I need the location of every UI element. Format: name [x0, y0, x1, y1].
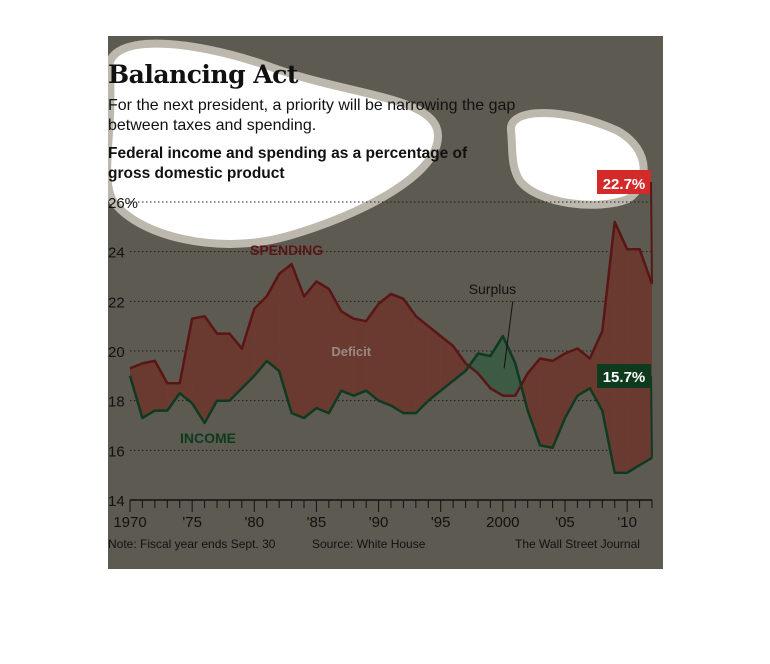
deficit-area [614, 221, 628, 473]
spending-series-label: SPENDING [250, 242, 323, 258]
income-end-badge [597, 364, 651, 388]
deficit-area [602, 221, 615, 473]
deficit-area [639, 249, 652, 466]
deficit-area [142, 360, 155, 419]
chart-heading: Federal income and spending as a percent… [108, 145, 468, 182]
deficit-area [154, 360, 168, 411]
surplus-pointer [503, 301, 514, 369]
chart-title: Balancing Act [108, 60, 298, 89]
y-tick-label: 24 [108, 245, 125, 262]
chart-svg: 14 16 18 20 22 24 26% 1970 '75 '80 '85 '90 '95 2000 '0… [108, 39, 654, 531]
deficit-area [291, 264, 304, 419]
deficit-area [328, 288, 342, 414]
y-tick-label: 26% [108, 195, 138, 212]
y-tick-label: 18 [108, 394, 125, 411]
publisher-credit: The Wall Street Journal [515, 537, 640, 551]
deficit-area [167, 383, 180, 411]
deficit-area [391, 293, 404, 414]
deficit-area [266, 274, 280, 371]
title-backdrop-blob [108, 39, 443, 248]
x-tick-label: 2000 [486, 514, 519, 531]
deficit-area [341, 311, 354, 396]
x-tick-label: 1970 [113, 514, 146, 531]
deficit-area [403, 298, 416, 414]
deficit-area [540, 358, 553, 448]
x-tick-label: '95 [431, 514, 451, 531]
deficit-annotation: Deficit [331, 344, 371, 359]
deficit-area [204, 316, 217, 424]
surplus-area [478, 353, 491, 389]
income-line [128, 334, 653, 474]
surplus-annotation: Surplus [469, 281, 516, 297]
deficit-area [366, 303, 379, 401]
y-tick-label: 16 [108, 443, 125, 460]
deficit-area [589, 331, 603, 411]
x-tick-label: '80 [245, 514, 265, 531]
x-tick-label: '05 [555, 514, 575, 531]
income-series-label: INCOME [180, 430, 236, 446]
y-tick-label: 20 [108, 344, 125, 361]
spending-end-connector [650, 181, 653, 284]
income-end-connector [650, 375, 653, 458]
deficit-area [428, 326, 441, 401]
deficit-area [279, 264, 292, 414]
deficit-area [304, 281, 317, 419]
x-tick-label: '85 [307, 514, 327, 531]
deficit-area [527, 358, 541, 446]
deficit-area [415, 316, 429, 414]
chart-subtitle: For the next president, a priority will … [108, 97, 516, 134]
x-tick-label: '75 [182, 514, 202, 531]
x-tick-label: '90 [369, 514, 389, 531]
deficit-area [627, 249, 640, 473]
deficit-area [229, 333, 242, 401]
income-end-label: 15.7% [603, 369, 646, 386]
deficit-area [254, 296, 267, 376]
x-tick-label: '10 [617, 514, 637, 531]
deficit-area [440, 336, 454, 391]
deficit-area [353, 318, 367, 396]
chart-panel: 14 16 18 20 22 24 26% 1970 '75 '80 '85 '90 '95 2000 '0… [108, 36, 663, 569]
spending-line [129, 220, 654, 397]
deficit-area [241, 308, 255, 389]
spending-end-badge [597, 170, 651, 194]
y-tick-label: 22 [108, 294, 125, 311]
deficit-area [316, 281, 329, 414]
y-tick-label: 14 [108, 493, 125, 510]
spending-end-label: 22.7% [603, 176, 646, 193]
deficit-area [378, 293, 391, 406]
surplus-area [490, 336, 503, 396]
source-note: Source: White House [312, 537, 426, 551]
deficit-area [217, 333, 230, 401]
footnote: Note: Fiscal year ends Sept. 30 [108, 537, 276, 551]
deficit-area [577, 348, 590, 396]
deficit-area [192, 316, 205, 424]
